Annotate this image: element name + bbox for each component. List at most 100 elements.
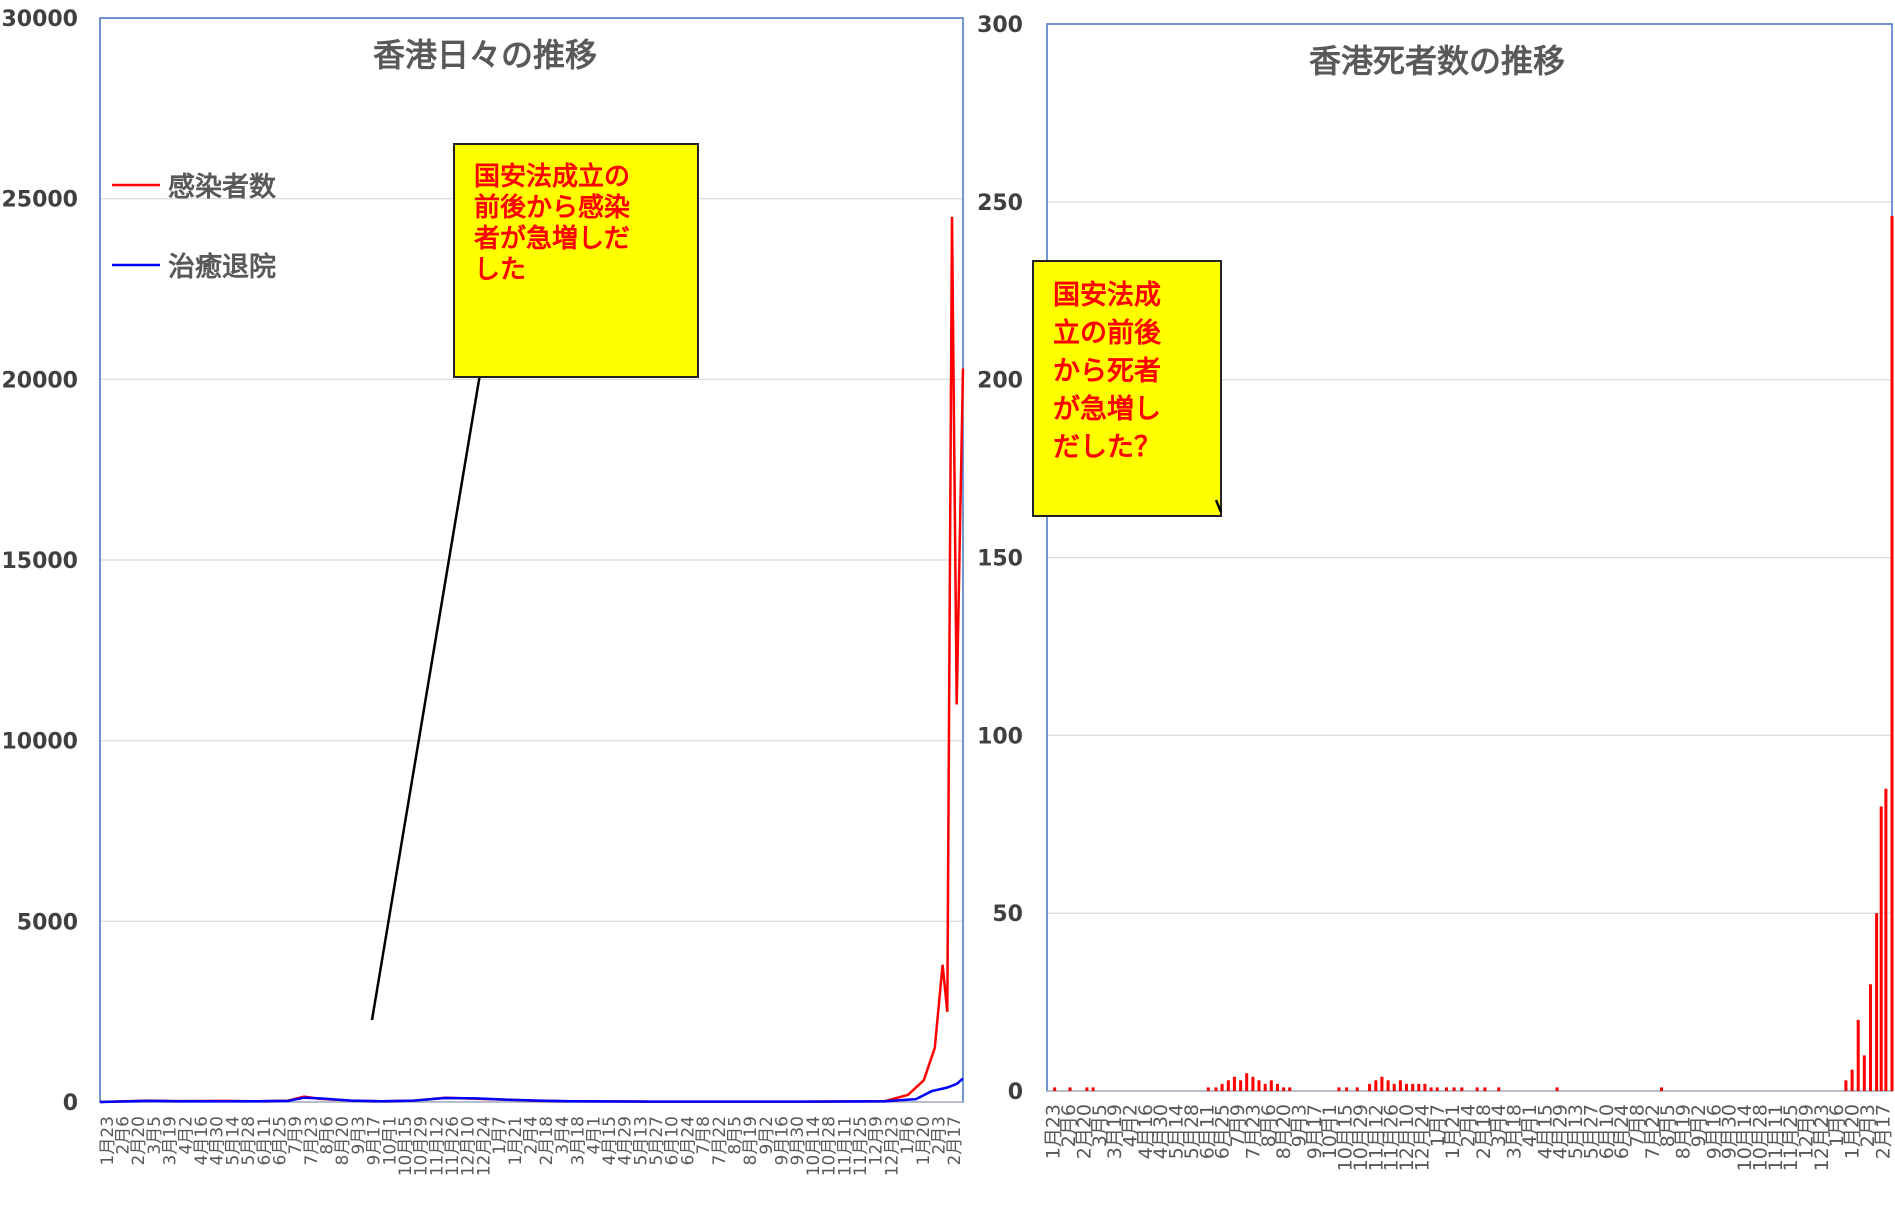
- x-tick-label: 2月18: [537, 1116, 557, 1165]
- chart-daily-trend: 0 5000 10000 15000 20000 25000 30000 1月232月62月2…: [1, 7, 965, 1176]
- x-tick-label: 9月30: [788, 1116, 808, 1165]
- x-tick-label: 1月6: [898, 1116, 918, 1155]
- x-tick-label: 4月1: [584, 1116, 604, 1155]
- annotation-text: が急増し: [1053, 393, 1161, 425]
- x-tick-label: 10月14: [1734, 1104, 1756, 1171]
- y-tick-label: 200: [977, 369, 1023, 394]
- x-tick-label: 12月23: [1811, 1104, 1833, 1171]
- annotation-leader-line: [1214, 499, 1223, 513]
- x-tick-label: 5月14: [1166, 1104, 1188, 1159]
- x-tick-label: 12月9: [1796, 1104, 1818, 1159]
- annotation-text: 国安法成: [1053, 280, 1161, 311]
- annotation-leader-line: [370, 361, 484, 1021]
- x-tick-label: 4月30: [1150, 1104, 1172, 1159]
- death-bar: [1435, 1087, 1439, 1091]
- death-bar: [1220, 1083, 1224, 1091]
- x-tick-label: 1月23: [1043, 1104, 1065, 1159]
- death-bar: [1875, 913, 1879, 1091]
- death-bar: [1337, 1087, 1341, 1091]
- x-tick-label: 3月5: [1089, 1104, 1111, 1147]
- death-bar: [1483, 1087, 1487, 1091]
- x-tick-label: 10月1: [380, 1116, 400, 1165]
- x-tick-label: 9月2: [757, 1116, 777, 1155]
- x-tick-label: 10月29: [1350, 1104, 1372, 1171]
- x-tick-label: 6月10: [663, 1116, 683, 1165]
- x-tick-label: 10月15: [1335, 1104, 1357, 1171]
- x-tick-label: 4月29: [1550, 1104, 1572, 1159]
- x-tick-label: 4月29: [616, 1116, 636, 1165]
- x-tick-label: 5月27: [1580, 1104, 1602, 1159]
- x-tick-label: 7月9: [286, 1116, 306, 1155]
- x-tick-label: 3月4: [553, 1116, 573, 1155]
- death-bar: [1869, 984, 1872, 1091]
- death-bar: [1890, 216, 1894, 1092]
- death-bar: [1884, 788, 1888, 1091]
- death-bar: [1862, 1055, 1866, 1091]
- death-bar: [1206, 1087, 1210, 1091]
- x-tick-label: 7月8: [1627, 1104, 1649, 1147]
- x-tick-label: 9月3: [349, 1116, 369, 1155]
- x-tick-label: 3月4: [1488, 1104, 1510, 1147]
- x-tick-label: 10月14: [804, 1116, 824, 1176]
- death-bar: [1232, 1076, 1236, 1091]
- legend-label: 感染者数: [168, 171, 277, 203]
- x-tick-label: 9月16: [773, 1116, 793, 1165]
- x-tick-label: 1月21: [506, 1116, 526, 1165]
- y-tick-label: 250: [977, 191, 1023, 216]
- death-bar: [1660, 1087, 1663, 1091]
- x-tick-label: 5月27: [647, 1116, 667, 1165]
- y-tick-label: 15000: [1, 549, 78, 574]
- x-tick-label: 10月28: [820, 1116, 840, 1176]
- x-tick-label: 12月23: [882, 1116, 902, 1176]
- x-tick-label: 2月18: [1473, 1104, 1495, 1159]
- x-tick-label: 4月1: [1519, 1104, 1541, 1147]
- x-tick-label: 6月24: [678, 1116, 698, 1165]
- x-tick-label: 1月23: [98, 1116, 118, 1165]
- death-bar: [1288, 1087, 1292, 1091]
- x-tick-label: 11月25: [1780, 1104, 1802, 1171]
- death-bar: [1374, 1080, 1378, 1091]
- x-tick-label: 12月24: [474, 1116, 494, 1176]
- death-bar: [1380, 1076, 1384, 1091]
- x-tick-label: 1月20: [914, 1116, 934, 1165]
- x-tick-label: 3月19: [161, 1116, 181, 1165]
- annotation-callout: [1032, 260, 1222, 517]
- x-tick-label: 6月25: [270, 1116, 290, 1165]
- x-tick-label: 4月15: [1534, 1104, 1556, 1159]
- x-tick-label: 1月7: [490, 1116, 510, 1155]
- death-bar: [1276, 1083, 1279, 1091]
- x-tick-label: 9月30: [1719, 1104, 1741, 1159]
- death-bar: [1355, 1087, 1359, 1091]
- x-tick-label: 9月16: [1703, 1104, 1725, 1159]
- x-tick-label: 2月17: [1872, 1104, 1894, 1159]
- x-tick-label: 8月5: [725, 1116, 745, 1155]
- y-tick-label: 0: [63, 1091, 78, 1116]
- chart-title: 香港日々の推移: [373, 36, 597, 74]
- x-tick-label: 12月10: [459, 1116, 479, 1176]
- x-tick-label: 8月20: [333, 1116, 353, 1165]
- x-tick-label: 10月15: [396, 1116, 416, 1176]
- x-tick-label: 9月3: [1289, 1104, 1311, 1147]
- x-tick-label: 4月30: [208, 1116, 228, 1165]
- death-bar: [1068, 1087, 1072, 1091]
- x-tick-label: 1月21: [1442, 1104, 1464, 1159]
- y-tick-label: 50: [992, 902, 1023, 927]
- death-bar: [1226, 1080, 1230, 1091]
- x-tick-label: 3月19: [1104, 1104, 1126, 1159]
- x-tick-label: 8月5: [1657, 1104, 1679, 1147]
- x-tick-label: 4月16: [192, 1116, 212, 1165]
- x-tick-label: 2月4: [1458, 1104, 1480, 1147]
- x-tick-label: 11月26: [1381, 1104, 1403, 1171]
- death-bar: [1269, 1080, 1273, 1091]
- x-tick-label: 11月11: [835, 1116, 855, 1176]
- death-bar: [1844, 1080, 1848, 1091]
- death-bar: [1850, 1069, 1854, 1091]
- x-tick-label: 5月13: [631, 1116, 651, 1165]
- y-tick-label: 10000: [1, 730, 78, 755]
- death-bar: [1411, 1083, 1415, 1091]
- x-tick-label: 5月28: [239, 1116, 259, 1165]
- x-tick-label: 2月6: [1058, 1104, 1080, 1147]
- x-tick-label: 11月12: [1365, 1104, 1387, 1171]
- x-tick-label: 6月11: [255, 1116, 275, 1165]
